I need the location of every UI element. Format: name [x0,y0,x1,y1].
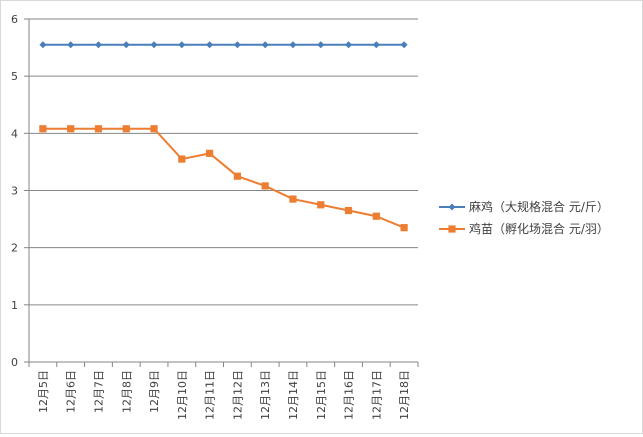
data-point [206,41,214,49]
data-point [317,201,325,209]
data-point [206,149,214,157]
data-point [122,41,130,49]
x-tick-label: 12月13日 [259,370,272,420]
legend-entry: 麻鸡（大规格混合 元/斤） [439,199,609,214]
data-point [67,41,75,49]
y-tick-label: 0 [11,356,18,369]
data-point [233,172,241,180]
data-point [94,41,102,49]
data-point [317,41,325,49]
data-point [178,41,186,49]
data-point [289,195,297,203]
series-group [39,41,408,49]
data-point [344,206,353,215]
x-tick-label: 12月16日 [343,370,356,420]
y-tick-label: 3 [11,185,18,198]
data-point [122,125,130,133]
x-tick-label: 12月18日 [398,370,411,420]
data-point [261,41,269,49]
data-point [400,41,408,49]
x-tick-label: 12月12日 [231,370,244,420]
series-group [39,125,408,232]
x-tick-label: 12月11日 [204,370,217,420]
legend-label: 麻鸡（大规格混合 元/斤） [469,199,609,214]
data-point [372,41,380,49]
data-point [150,41,158,49]
x-tick-label: 12月5日 [37,370,50,413]
data-point [150,125,158,133]
data-point [372,212,380,220]
data-point [400,224,408,232]
y-tick-label: 1 [11,299,18,312]
x-tick-label: 12月15日 [315,370,328,420]
y-tick-label: 2 [11,242,18,255]
data-point [39,41,47,49]
x-tick-label: 12月17日 [370,370,383,420]
legend-label: 鸡苗（孵化场混合 元/羽） [469,221,609,236]
data-point [448,225,456,233]
data-point [261,182,269,190]
y-tick-label: 5 [11,70,18,83]
x-tick-label: 12月14日 [287,370,300,420]
data-point [94,125,103,133]
series-line [42,127,405,229]
legend-entry: 鸡苗（孵化场混合 元/羽） [439,221,609,236]
y-tick-label: 4 [11,127,18,140]
y-tick-label: 6 [11,13,18,26]
data-point [289,41,297,49]
data-point [448,203,456,211]
x-tick-label: 12月7日 [92,370,105,413]
data-point [39,125,47,133]
x-tick-label: 12月10日 [176,370,189,420]
data-point [178,155,186,163]
x-tick-label: 12月9日 [148,370,161,413]
data-point [345,41,353,49]
x-tick-label: 12月6日 [65,370,78,413]
data-point [233,41,241,49]
x-tick-label: 12月8日 [120,370,133,413]
data-point [67,125,75,133]
